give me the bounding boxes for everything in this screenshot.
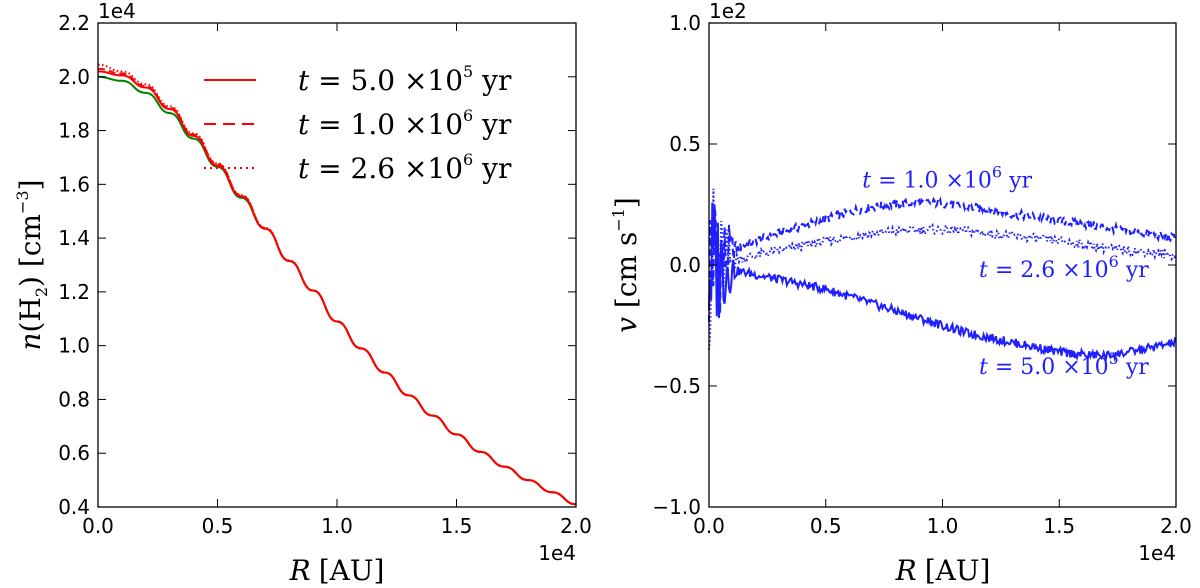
left-x-multiplier: 1e4 [538, 541, 576, 565]
legend-label-1: t = 5.0 ×105 yr [298, 62, 512, 97]
left-y-multiplier: 1e4 [98, 0, 136, 23]
right-x-multiplier: 1e4 [1138, 541, 1176, 565]
right-annotation-2: t = 5.0 ×105 yr [979, 349, 1149, 380]
right-chart: 0.0 0.5 1.0 1.5 2.0 −1.0 −0.5 0.0 0.5 1.0 1e2 1e4… [609, 0, 1192, 587]
right-series-line-0 [708, 196, 1177, 322]
left-x-axis-var: R [289, 554, 311, 587]
left-y-tick-label: 1.8 [58, 119, 90, 143]
right-series-line-2 [708, 202, 1177, 363]
left-x-axis-label: R [AU] [289, 554, 385, 587]
left-y-axis-unit-sup: −3 [13, 190, 32, 214]
right-y-axis-unit-end: ] [610, 197, 643, 208]
right-y-tick-label: −0.5 [652, 374, 701, 398]
right-series-line-1 [708, 188, 1177, 350]
left-x-tick-label: 1.5 [441, 514, 473, 538]
left-y-axis-sub: 2 [32, 287, 51, 297]
right-annotation-1: t = 2.6 ×106 yr [979, 252, 1149, 283]
left-x-tick-label: 0.0 [82, 514, 114, 538]
left-y-tick-label: 0.8 [58, 387, 90, 411]
right-y-axis-unit-sup: −1 [609, 208, 628, 232]
left-y-tick-label: 0.4 [58, 495, 90, 519]
left-y-axis-open: (H [14, 297, 47, 332]
right-ticks: 0.0 0.5 1.0 1.5 2.0 −1.0 −0.5 0.0 0.5 1.0 [652, 11, 1191, 538]
right-x-axis-label: R [AU] [895, 554, 991, 587]
right-y-tick-label: 0.5 [669, 132, 701, 156]
right-series-group [708, 188, 1177, 363]
left-y-tick-label: 1.4 [58, 226, 90, 250]
left-legend: t = 5.0 ×105 yr t = 1.0 ×106 yr t = 2.6 … [204, 62, 512, 185]
right-x-axis-unit: [AU] [925, 554, 991, 587]
left-y-tick-label: 1.2 [58, 280, 90, 304]
right-annotations: t = 1.0 ×106 yr t = 2.6 ×106 yr t = 5.0 ×1… [862, 163, 1149, 380]
right-y-axis-label: v [cm s−1] [609, 197, 643, 333]
left-series-group [97, 63, 577, 506]
right-y-tick-label: 0.0 [669, 253, 701, 277]
right-annotation-0: t = 1.0 ×106 yr [862, 163, 1032, 194]
left-x-axis-unit: [AU] [319, 554, 385, 587]
right-x-tick-label: 1.5 [1043, 514, 1075, 538]
left-y-tick-label: 2.0 [58, 65, 90, 89]
right-x-tick-label: 1.0 [927, 514, 959, 538]
right-y-tick-label: 1.0 [669, 11, 701, 35]
left-x-tick-label: 1.0 [321, 514, 353, 538]
left-x-tick-label: 2.0 [560, 514, 592, 538]
left-y-tick-label: 1.0 [58, 334, 90, 358]
left-y-tick-label: 1.6 [58, 172, 90, 196]
left-y-axis-unit-end: ] [14, 179, 47, 190]
left-y-axis-var: n [14, 333, 47, 351]
left-y-tick-label: 2.2 [58, 11, 90, 35]
right-y-multiplier: 1e2 [709, 0, 747, 23]
left-y-axis-label: n(H2) [cm−3] [13, 179, 51, 350]
right-x-tick-label: 0.0 [693, 514, 725, 538]
right-x-tick-label: 2.0 [1160, 514, 1192, 538]
right-y-axis-unit: [cm s [610, 232, 643, 317]
left-chart: 0.0 0.5 1.0 1.5 2.0 0.4 0.6 0.8 1.0 1.2 1.4 1.6 1.8 2… [13, 0, 592, 587]
right-y-axis-var: v [610, 317, 643, 333]
left-y-axis-close: ) [14, 276, 47, 287]
left-y-tick-label: 0.6 [58, 441, 90, 465]
left-y-axis-unit: [cm [14, 214, 47, 276]
left-ticks: 0.0 0.5 1.0 1.5 2.0 0.4 0.6 0.8 1.0 1.2 1.4 1.6 1.8 2… [58, 11, 592, 538]
left-series-line-2 [97, 67, 577, 506]
legend-label-3: t = 2.6 ×106 yr [298, 150, 512, 185]
left-x-tick-label: 0.5 [202, 514, 234, 538]
right-x-axis-var: R [895, 554, 917, 587]
right-x-tick-label: 0.5 [810, 514, 842, 538]
legend-label-2: t = 1.0 ×106 yr [298, 106, 512, 141]
right-y-tick-label: −1.0 [652, 495, 701, 519]
